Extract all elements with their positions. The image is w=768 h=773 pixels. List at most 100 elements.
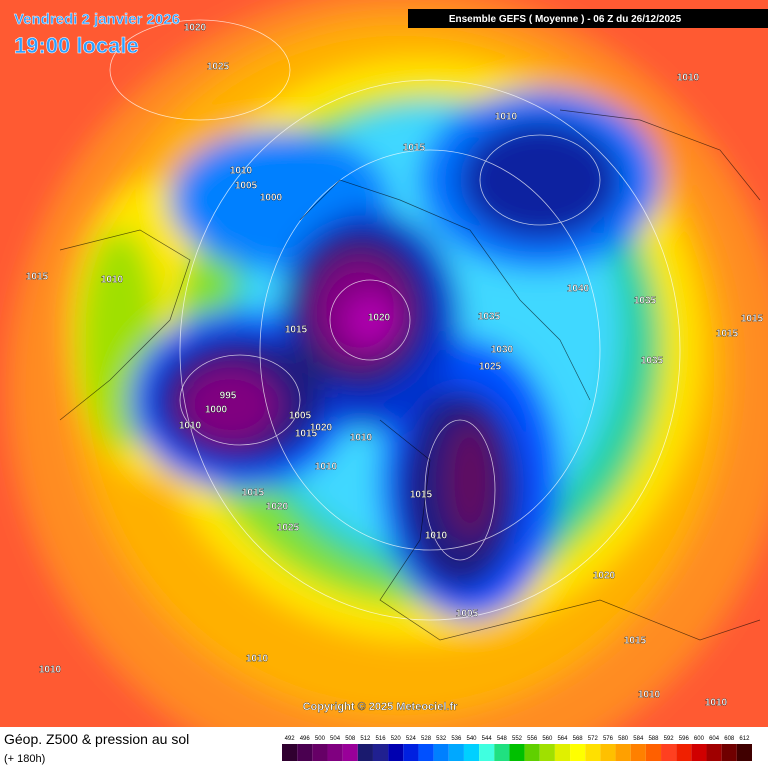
isobar-label: 1010: [677, 73, 700, 84]
run-box: [408, 9, 768, 28]
scale-label: 492: [285, 736, 296, 742]
isobar-label: 1015: [410, 490, 433, 501]
scale-swatch: [448, 744, 464, 761]
scale-swatch: [645, 744, 662, 761]
scale-label: 576: [603, 736, 614, 742]
scale-swatch: [554, 744, 571, 761]
scale-swatch: [312, 744, 328, 761]
scale-label: 604: [709, 736, 720, 742]
scale-label: 584: [633, 736, 644, 742]
isobar-label: 1035: [634, 296, 657, 307]
scale-label: 532: [436, 736, 447, 742]
scale-swatch: [706, 744, 722, 761]
isobar-label: 1010: [39, 665, 62, 676]
isobar-label: 1015: [242, 488, 265, 499]
scale-label: 568: [573, 736, 584, 742]
copyright: Copyright © 2025 Meteociel.fr: [303, 701, 459, 713]
isobar-label: 1010: [230, 166, 253, 177]
isobar-label: 1010: [638, 690, 661, 701]
isobar-label: 1015: [295, 429, 318, 440]
scale-swatch: [372, 744, 389, 761]
isobar-label: 1010: [705, 698, 728, 709]
scale-label: 504: [330, 736, 341, 742]
scale-label: 608: [724, 736, 735, 742]
isobar-label: 1005: [235, 181, 258, 192]
isobar-label: 1030: [491, 345, 514, 356]
scale-label: 508: [345, 736, 356, 742]
isobar-label: 1010: [350, 433, 373, 444]
scale-label: 564: [557, 736, 568, 742]
scale-swatch: [357, 744, 373, 761]
scale-swatch: [600, 744, 616, 761]
scale-label: 496: [300, 736, 311, 742]
scale-swatch: [403, 744, 419, 761]
isobar-label: 1035: [478, 312, 501, 323]
isobar-label: 1020: [368, 313, 391, 324]
scale-swatch: [463, 744, 480, 761]
scale-swatch: [630, 744, 646, 761]
scale-swatch: [676, 744, 692, 761]
scale-swatch: [539, 744, 555, 761]
isobar-label: 1005: [289, 411, 312, 422]
scale-swatch: [388, 744, 404, 761]
isobar-label: 1025: [207, 62, 230, 73]
scale-swatch: [570, 744, 586, 761]
isobar-label: 1010: [179, 421, 202, 432]
isobar-label: 1015: [285, 325, 308, 336]
scale-label: 548: [497, 736, 508, 742]
run-info: Ensemble GEFS ( Moyenne ) - 06 Z du 26/1…: [449, 14, 682, 25]
scale-label: 500: [315, 736, 326, 742]
isobar-label: 1025: [479, 362, 502, 373]
scale-label: 512: [360, 736, 371, 742]
scale-label: 520: [391, 736, 402, 742]
scale-label: 540: [467, 736, 478, 742]
scale-swatch: [418, 744, 434, 761]
scale-label: 536: [451, 736, 462, 742]
scale-swatch: [524, 744, 540, 761]
footer-title: Géop. Z500 & pression au sol: [4, 731, 189, 747]
scale-swatch: [736, 744, 752, 761]
isobar-label: 1015: [624, 636, 647, 647]
isobar-label: 1015: [403, 143, 426, 154]
isobar-label: 1000: [260, 193, 283, 204]
isobar-label: 1015: [26, 272, 49, 283]
scale-swatch: [509, 744, 525, 761]
isobar-label: 1025: [277, 523, 300, 534]
coastlines: [59, 109, 761, 641]
isobar-label: 1010: [101, 275, 124, 286]
scale-swatch: [721, 744, 737, 761]
scale-label: 516: [376, 736, 387, 742]
scale-label: 588: [648, 736, 659, 742]
isobar-label: 1020: [266, 502, 289, 513]
isobar-label: 1015: [741, 314, 764, 325]
isobar-label: 1020: [593, 571, 616, 582]
isobar-label: 1015: [716, 329, 739, 340]
isobar-label: 1010: [246, 654, 269, 665]
scale-label: 596: [679, 736, 690, 742]
scale-label: 524: [406, 736, 417, 742]
isobar-label: 1020: [310, 423, 333, 434]
scale-label: 528: [421, 736, 432, 742]
isobar-label: 1010: [425, 531, 448, 542]
scale-label: 544: [482, 736, 493, 742]
scale-label: 552: [512, 736, 523, 742]
isobar-label: 1035: [641, 356, 664, 367]
local-time: 19:00 locale: [14, 33, 139, 58]
scale-swatch: [327, 744, 343, 761]
scale-label: 580: [618, 736, 629, 742]
scale-swatch: [585, 744, 601, 761]
date: Vendredi 2 janvier 2026: [14, 11, 180, 28]
scale-label: 600: [694, 736, 705, 742]
isobar-label: 1005: [456, 609, 479, 620]
scale-swatch: [615, 744, 631, 761]
scale-label: 556: [527, 736, 538, 742]
footer-range: (+ 180h): [4, 753, 45, 765]
scale-swatch: [282, 744, 298, 761]
scale-swatch: [691, 744, 707, 761]
scale-swatch: [661, 744, 677, 761]
scale-label: 592: [664, 736, 675, 742]
scale-label: 560: [542, 736, 553, 742]
isobar-label: 1010: [315, 462, 338, 473]
